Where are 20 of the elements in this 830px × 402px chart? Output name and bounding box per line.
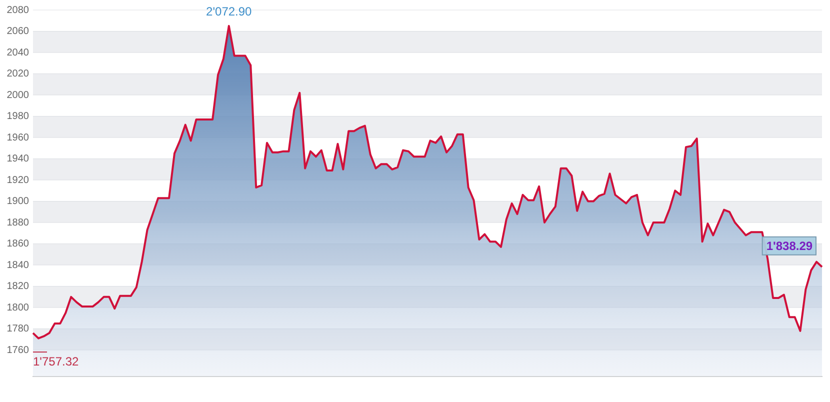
y-tick-label: 1960 bbox=[6, 132, 30, 144]
y-tick-label: 1760 bbox=[6, 344, 30, 356]
annotation: 2'072.90 bbox=[206, 4, 252, 18]
y-tick-label: 1900 bbox=[6, 196, 30, 208]
y-tick-label: 1820 bbox=[6, 281, 30, 292]
y-tick-label: 1840 bbox=[6, 260, 30, 271]
y-tick-label: 1880 bbox=[6, 217, 30, 228]
y-tick-label: 1940 bbox=[6, 154, 30, 165]
y-tick-label: 1780 bbox=[6, 324, 30, 335]
y-tick-label: 1980 bbox=[6, 111, 30, 122]
y-tick-label: 1920 bbox=[6, 174, 30, 186]
y-tick-label: 2060 bbox=[6, 26, 30, 37]
annotation: 1'757.32 bbox=[33, 354, 79, 368]
y-tick-label: 1800 bbox=[6, 302, 30, 314]
y-tick-label: 2080 bbox=[6, 4, 30, 16]
y-tick-label: 1860 bbox=[6, 238, 30, 250]
annotation: 1'838.29 bbox=[766, 239, 813, 254]
y-tick-label: 2020 bbox=[6, 68, 30, 80]
y-tick-label: 2040 bbox=[6, 47, 30, 58]
y-tick-label: 2000 bbox=[6, 90, 30, 101]
